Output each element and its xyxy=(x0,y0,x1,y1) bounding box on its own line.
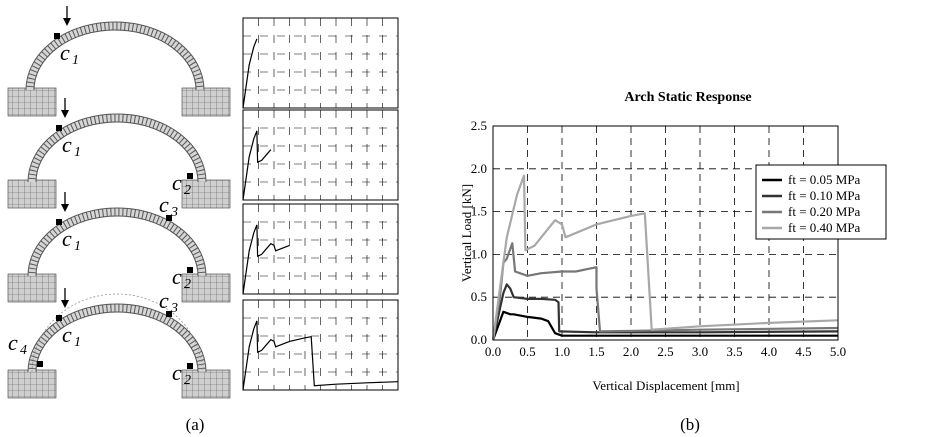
mini-plot-frame xyxy=(242,17,399,109)
x-tick-label: 3.5 xyxy=(726,344,742,359)
crack-label-1: c xyxy=(60,40,70,65)
series-line-3 xyxy=(491,242,839,341)
x-tick-label: 2.0 xyxy=(623,344,639,359)
x-tick-label: 4.0 xyxy=(761,344,777,359)
left-abutment xyxy=(7,87,57,117)
crack-mark-1 xyxy=(56,219,62,225)
crack-mark-2 xyxy=(187,267,193,273)
right-abutment xyxy=(181,273,231,303)
crack-mark-1 xyxy=(56,315,62,321)
x-axis-label: Vertical Displacement [mm] xyxy=(592,378,739,393)
arch-ring-blocks xyxy=(26,22,204,91)
crack-label-sub-2: 2 xyxy=(184,373,191,388)
deformed-shape xyxy=(31,293,203,373)
x-tick-label: 4.5 xyxy=(795,344,811,359)
crack-label-sub-1: 1 xyxy=(74,239,81,254)
y-tick-label: 0.5 xyxy=(471,289,487,304)
crack-label-3: c xyxy=(159,192,169,217)
crack-label-sub-1: 1 xyxy=(74,145,81,160)
y-tick-label: 1.0 xyxy=(471,246,487,261)
arch-row-3: c 1c 2c 3 xyxy=(7,192,399,303)
y-tick-label: 2.0 xyxy=(471,161,487,176)
left-abutment xyxy=(7,369,57,399)
right-abutment xyxy=(181,179,231,209)
arch-ring-blocks xyxy=(28,304,206,373)
crack-label-sub-2: 2 xyxy=(184,183,191,198)
crack-label-sub-4: 4 xyxy=(20,343,27,358)
arch-row-4: c 1c 2c 3c 4 xyxy=(7,288,399,399)
load-arrow-head xyxy=(61,300,69,308)
legend-label-2: ft = 0.10 MPa xyxy=(788,188,861,203)
chart-title: Arch Static Response xyxy=(624,90,751,105)
panel-a: c 1c 1c 2c 1c 2c 3c 1c 2c 3c 4 xyxy=(7,6,399,399)
mini-response-curve xyxy=(242,130,272,201)
x-tick-label: 0.0 xyxy=(485,344,501,359)
y-tick-label: 2.5 xyxy=(471,118,487,133)
y-tick-label: 1.5 xyxy=(471,204,487,219)
crack-label-2: c xyxy=(172,264,182,289)
chart-series xyxy=(491,174,839,341)
x-tick-label: 2.5 xyxy=(657,344,673,359)
crack-label-3: c xyxy=(159,288,169,313)
load-arrow-head xyxy=(63,18,71,26)
right-abutment xyxy=(181,87,231,117)
legend-label-4: ft = 0.40 MPa xyxy=(788,220,861,235)
left-abutment xyxy=(7,273,57,303)
left-abutment xyxy=(7,179,57,209)
panel-a-caption: (a) xyxy=(186,415,205,434)
load-arrow-head xyxy=(61,110,69,118)
mini-response-curve xyxy=(242,38,258,109)
arch-row-2: c 1c 2 xyxy=(7,98,399,209)
chart-ticks: 0.0 0.5 1.0 1.5 2.0 2.5 3.0 3.5 4.0 4.5 5.0 0.0 0.5 1… xyxy=(471,118,846,359)
crack-label-1: c xyxy=(62,226,72,251)
series-line-1 xyxy=(491,310,838,341)
crack-label-2: c xyxy=(172,360,182,385)
y-axis-label: Vertical Load [kN] xyxy=(459,184,474,282)
mini-response-curve xyxy=(242,224,290,295)
x-tick-label: 3.0 xyxy=(692,344,708,359)
series-line-4 xyxy=(491,174,839,341)
legend-label-1: ft = 0.05 MPa xyxy=(788,172,861,187)
right-abutment xyxy=(181,369,231,399)
y-tick-label: 0.0 xyxy=(471,332,487,347)
load-arrow-head xyxy=(61,204,69,212)
crack-label-sub-3: 3 xyxy=(170,301,178,316)
crack-mark-1 xyxy=(56,125,62,131)
arch-ring-blocks xyxy=(28,208,206,277)
series-line-2 xyxy=(491,283,839,341)
legend-label-3: ft = 0.20 MPa xyxy=(788,204,861,219)
mini-response-curve xyxy=(242,320,399,391)
crack-label-sub-1: 1 xyxy=(72,53,79,68)
crack-label-sub-1: 1 xyxy=(74,335,81,350)
crack-mark-2 xyxy=(187,363,193,369)
crack-label-2: c xyxy=(172,170,182,195)
crack-mark-3 xyxy=(166,215,172,221)
x-tick-label: 1.5 xyxy=(588,344,604,359)
x-tick-label: 1.0 xyxy=(554,344,570,359)
crack-label-sub-3: 3 xyxy=(170,205,178,220)
panel-b-caption: (b) xyxy=(680,415,700,434)
chart-grid xyxy=(493,126,838,340)
x-tick-label: 0.5 xyxy=(519,344,535,359)
crack-label-4: c xyxy=(8,330,18,355)
crack-label-1: c xyxy=(62,322,72,347)
crack-mark-3 xyxy=(166,311,172,317)
arch-ring-blocks xyxy=(28,114,206,183)
legend-box xyxy=(755,164,887,240)
x-tick-label: 5.0 xyxy=(830,344,846,359)
crack-mark-4 xyxy=(37,361,43,367)
crack-label-sub-2: 2 xyxy=(184,277,191,292)
crack-label-1: c xyxy=(62,132,72,157)
crack-mark-1 xyxy=(54,33,60,39)
crack-mark-2 xyxy=(187,173,193,179)
